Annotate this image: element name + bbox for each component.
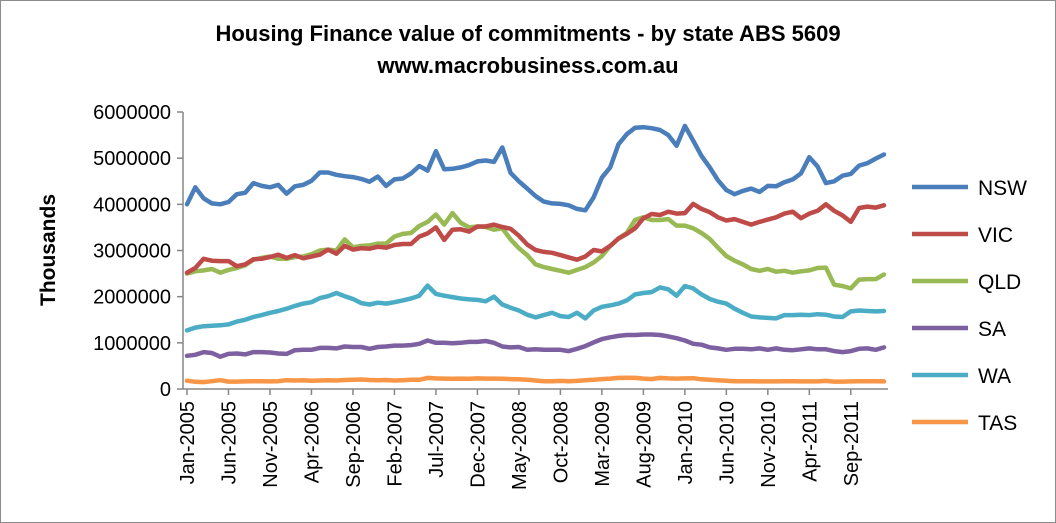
- y-tick-label: 1000000: [93, 333, 171, 355]
- y-tick-label: 4000000: [93, 194, 171, 216]
- x-tick-label: Oct-2008: [550, 401, 572, 483]
- y-tick-label: 0: [160, 379, 171, 401]
- legend-label-qld: QLD: [978, 271, 1021, 294]
- series-line-wa: [184, 283, 887, 333]
- x-tick-label: Apr-2011: [799, 401, 821, 482]
- x-tick-label: Nov-2010: [758, 401, 780, 488]
- x-tick-label: Jun-2010: [716, 401, 738, 484]
- chart-subtitle: www.macrobusiness.com.au: [377, 53, 679, 78]
- chart-title: Housing Finance value of commitments - b…: [215, 21, 841, 46]
- x-tick-label: Nov-2005: [260, 401, 282, 488]
- x-tick-label: Jan-2010: [675, 401, 697, 484]
- y-tick-label: 6000000: [93, 102, 171, 124]
- legend-label-wa: WA: [978, 365, 1011, 388]
- y-tick-label: 5000000: [93, 148, 171, 170]
- x-tick-label: Mar-2009: [592, 401, 614, 487]
- y-tick-label: 3000000: [93, 241, 171, 263]
- series-line-vic: [184, 201, 887, 275]
- series-line-tas: [184, 375, 887, 385]
- y-axis-label: Thousands: [37, 194, 60, 306]
- x-tick-label: Jan-2005: [177, 401, 199, 484]
- x-tick-label: Dec-2007: [467, 401, 489, 488]
- x-tick-label: Feb-2007: [384, 401, 406, 487]
- y-tick-label: 2000000: [93, 287, 171, 309]
- chart-title-block: Housing Finance value of commitments - b…: [0, 18, 1056, 82]
- series-line-sa: [184, 332, 887, 359]
- x-tick-label: Jun-2005: [218, 401, 240, 484]
- series-line-nsw: [184, 123, 887, 213]
- x-tick-label: Sep-2011: [841, 401, 863, 486]
- legend-label-vic: VIC: [978, 224, 1013, 247]
- x-tick-label: Sep-2006: [343, 401, 365, 488]
- x-tick-label: Apr-2006: [301, 401, 323, 483]
- x-tick-label: Aug-2009: [633, 401, 655, 488]
- legend-label-tas: TAS: [978, 412, 1017, 435]
- legend-label-sa: SA: [978, 318, 1006, 341]
- legend-label-nsw: NSW: [978, 177, 1027, 200]
- x-tick-label: May-2008: [509, 401, 531, 490]
- x-tick-label: Jul-2007: [426, 401, 448, 478]
